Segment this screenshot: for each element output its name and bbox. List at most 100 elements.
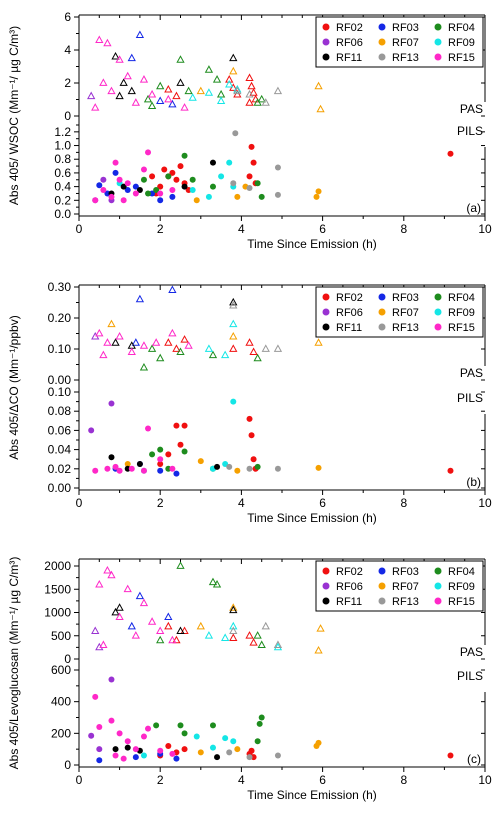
pas-point-rf03 (127, 53, 136, 62)
pils-y-tick-label: 1.0 (54, 139, 71, 153)
pas-point-rf15 (95, 35, 104, 43)
pils-point-rf04 (140, 176, 147, 183)
pils-point-rf02 (173, 176, 180, 183)
pas-point-rf02 (245, 338, 254, 346)
legend-label-rf13: RF13 (392, 596, 419, 608)
legend-label-rf09: RF09 (448, 307, 475, 319)
pils-y-tick-label: 0 (64, 758, 71, 772)
pils-point-rf11 (108, 454, 115, 461)
pils-point-rf06 (108, 400, 115, 407)
pas-point-rf15 (151, 338, 161, 346)
pas-label: PAS (460, 645, 483, 659)
pils-point-rf07 (197, 749, 204, 756)
pas-point-rf09 (204, 88, 214, 96)
pils-point-rf04 (145, 190, 152, 197)
legend-label-rf04: RF04 (448, 292, 475, 304)
pils-point-rf04 (254, 463, 261, 470)
legend-label-rf15: RF15 (448, 322, 475, 334)
pils-point-rf07 (234, 193, 241, 200)
pils-point-rf04 (177, 722, 184, 729)
pas-point-rf02 (225, 75, 234, 83)
pils-point-rf02 (250, 159, 257, 166)
legend-marker-rf03 (378, 567, 386, 575)
legend-marker-rf15 (434, 323, 442, 331)
pas-point-rf04 (253, 353, 262, 362)
pils-y-tick-label: 600 (51, 663, 71, 677)
legend-marker-rf04 (434, 23, 442, 31)
pils-point-rf15 (140, 733, 147, 740)
pas-point-rf02 (172, 91, 181, 100)
x-tick-label: 2 (157, 222, 164, 236)
legend-marker-rf11 (322, 323, 330, 331)
pils-point-rf11 (214, 463, 221, 470)
pas-point-rf15 (103, 38, 112, 47)
x-tick-label: 2 (157, 773, 164, 787)
x-tick-label: 4 (238, 222, 245, 236)
pas-point-rf04 (257, 94, 266, 103)
pas-point-rf15 (123, 71, 132, 80)
pas-point-rf11 (229, 605, 238, 614)
legend: RF02 RF03 RF04 RF06 RF07 RF09 RF11 RF13 RF15 (315, 16, 484, 68)
pas-point-rf03 (168, 99, 177, 108)
pas-point-rf13 (261, 621, 270, 630)
pils-point-rf02 (149, 173, 156, 180)
legend-marker-rf02 (322, 293, 330, 301)
x-axis-label: Time Since Emission (h) (247, 237, 377, 251)
pas-point-rf02 (180, 626, 189, 634)
pils-point-rf02 (246, 173, 253, 180)
pils-point-rf09 (230, 398, 237, 405)
pils-point-rf15 (132, 746, 139, 753)
pils-point-rf11 (112, 746, 119, 753)
pils-point-rf13 (230, 180, 237, 187)
pils-y-tick-label: 1.2 (54, 125, 71, 139)
pas-point-rf15 (156, 626, 165, 634)
pas-point-rf11 (229, 297, 238, 306)
pils-point-rf02 (161, 166, 168, 173)
pas-point-rf02 (229, 344, 238, 352)
pas-point-rf11 (119, 78, 128, 86)
pas-point-rf03 (168, 285, 177, 293)
pas-point-rf02 (229, 633, 238, 641)
x-tick-label: 8 (400, 496, 407, 510)
pils-point-rf03 (132, 183, 139, 190)
pas-point-rf15 (168, 635, 177, 644)
pils-point-rf02 (248, 432, 255, 439)
x-tick-label: 10 (478, 773, 492, 787)
pils-point-rf04 (153, 722, 160, 729)
pas-point-rf02 (180, 335, 189, 343)
pils-point-rf15 (112, 159, 119, 166)
legend-marker-rf03 (378, 293, 386, 301)
pas-point-rf15 (115, 331, 124, 340)
pils-point-rf15 (145, 149, 152, 156)
pas-y-tick-label: 2 (64, 76, 71, 90)
pils-point-rf03 (124, 187, 131, 194)
pils-point-rf13 (226, 463, 233, 470)
pils-point-rf02 (177, 163, 184, 170)
pas-point-rf09 (221, 633, 230, 641)
pils-point-rf11 (136, 187, 143, 194)
pas-point-rf07 (107, 319, 116, 328)
pils-point-rf04 (181, 152, 188, 159)
pils-point-rf11 (120, 183, 127, 190)
pas-point-rf11 (111, 338, 120, 346)
pils-point-rf04 (149, 451, 156, 458)
legend-label-rf07: RF07 (392, 581, 419, 593)
pils-point-rf06 (88, 732, 95, 739)
pas-point-rf09 (225, 80, 234, 88)
pas-point-rf15 (115, 612, 124, 621)
pas-point-rf02 (164, 84, 173, 93)
pils-point-rf09 (205, 193, 212, 200)
legend-label-rf11: RF11 (336, 596, 362, 608)
legend-marker-rf02 (322, 23, 330, 31)
pas-point-rf11 (115, 91, 124, 100)
pils-point-rf09 (209, 744, 216, 751)
pils-point-rf15 (108, 193, 115, 200)
pils-label: PILS (457, 391, 483, 405)
pils-point-rf04 (209, 722, 216, 729)
pas-point-rf11 (115, 603, 124, 611)
pas-point-rf13 (261, 98, 270, 106)
pas-point-rf04 (184, 86, 193, 95)
pils-point-rf02 (157, 461, 164, 467)
pas-point-rf11 (111, 607, 120, 616)
pils-point-rf15 (116, 730, 123, 737)
